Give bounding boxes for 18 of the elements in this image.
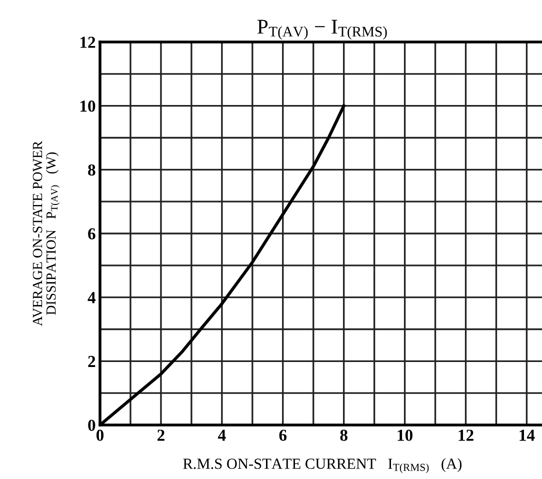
x-tick-label: 2 xyxy=(157,430,164,441)
x-tick-label: 8 xyxy=(340,430,348,441)
y-tick-label: 8 xyxy=(88,164,96,176)
text: AVERAGE ON-STATE POWER DISSIPATION P$_{T(AV)}$ (W) xyxy=(32,140,60,326)
text: R.M.S ON-STATE CURRENT I$_{T(RMS)}$ (A) xyxy=(183,458,462,474)
x-tick-label: 4 xyxy=(218,430,226,441)
y-tick-label: 12 xyxy=(80,36,96,48)
x-tick-label: 0 xyxy=(96,430,104,441)
x-tick-label: 14 xyxy=(520,430,535,441)
x-tick-label: 6 xyxy=(279,430,287,441)
y-tick-label: 10 xyxy=(80,100,96,112)
y-tick-label: 2 xyxy=(88,356,96,367)
x-tick-label: 10 xyxy=(398,430,412,441)
y-tick-label: 0 xyxy=(88,420,96,431)
y-tick-label: 4 xyxy=(88,292,96,304)
y-tick-label: 6 xyxy=(88,228,96,240)
x-tick-label: 12 xyxy=(458,430,474,441)
chart-title: P$_{T(AV)}$ − I$_{T(RMS)}$ xyxy=(257,20,387,40)
